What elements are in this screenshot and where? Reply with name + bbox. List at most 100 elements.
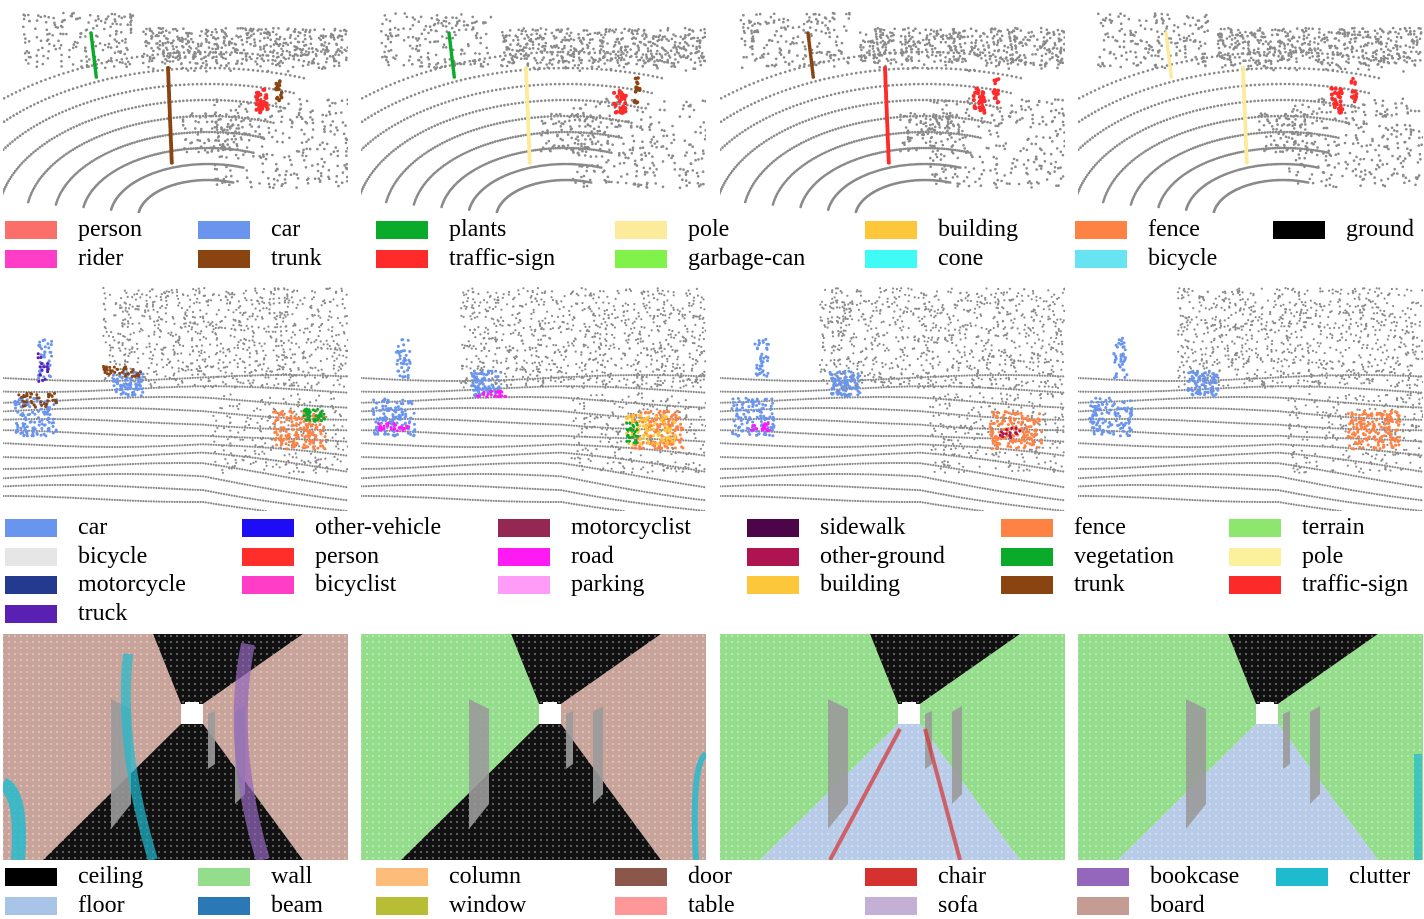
- point-cloud-outdoor-dense-2: [361, 287, 706, 511]
- point-cloud-outdoor-dense-4: [1078, 287, 1423, 511]
- legend-label: motorcyclist: [571, 513, 691, 541]
- legend-label: trunk: [271, 244, 322, 272]
- legend-swatch: [498, 576, 550, 594]
- row2-panel-4: [1078, 283, 1423, 511]
- legend-swatch: [5, 897, 57, 915]
- legend-label: fence: [1074, 513, 1126, 541]
- legend-label: beam: [271, 891, 323, 919]
- legend-label: bookcase: [1150, 862, 1239, 890]
- legend-label: motorcycle: [78, 570, 186, 598]
- legend-swatch: [865, 250, 917, 268]
- legend-label: car: [271, 215, 300, 243]
- legend-label: chair: [938, 862, 986, 890]
- legend-label: table: [688, 891, 735, 919]
- legend-label: other-vehicle: [315, 513, 441, 541]
- legend-swatch: [242, 548, 294, 566]
- legend-swatch: [376, 897, 428, 915]
- legend-swatch: [5, 519, 57, 537]
- legend-swatch: [498, 519, 550, 537]
- legend-label: building: [938, 215, 1018, 243]
- legend-swatch: [1276, 868, 1328, 886]
- legend-label: bicycle: [1148, 244, 1217, 272]
- legend-swatch: [747, 548, 799, 566]
- legend-swatch: [1075, 221, 1127, 239]
- legend-swatch: [376, 250, 428, 268]
- legend-label: cone: [938, 244, 983, 272]
- row1-panel-1: [3, 3, 348, 213]
- row3-panel-2: [361, 634, 706, 860]
- legend-swatch: [865, 221, 917, 239]
- legend-label: board: [1150, 891, 1205, 919]
- legend-swatch: [1229, 576, 1281, 594]
- legend-swatch: [1001, 576, 1053, 594]
- legend-swatch: [1273, 221, 1325, 239]
- legend-swatch: [5, 250, 57, 268]
- legend-swatch: [615, 250, 667, 268]
- legend-label: window: [449, 891, 526, 919]
- legend-label: sidewalk: [820, 513, 905, 541]
- legend-swatch: [5, 548, 57, 566]
- legend-label: clutter: [1349, 862, 1410, 890]
- legend-label: sofa: [938, 891, 978, 919]
- legend-label: vegetation: [1074, 542, 1174, 570]
- legend-swatch: [5, 576, 57, 594]
- legend-swatch: [1229, 519, 1281, 537]
- legend-swatch: [5, 221, 57, 239]
- legend-swatch: [198, 868, 250, 886]
- legend-swatch: [198, 221, 250, 239]
- point-cloud-outdoor-dense-1: [3, 286, 348, 511]
- legend-label: trunk: [1074, 570, 1125, 598]
- legend-label: bicycle: [78, 542, 147, 570]
- legend-swatch: [615, 868, 667, 886]
- point-cloud-corridor-1: [3, 634, 348, 860]
- point-cloud-outdoor-sparse-1: [3, 11, 348, 213]
- legend-label: pole: [688, 215, 729, 243]
- row1-panel-2: [361, 3, 706, 213]
- legend-swatch: [865, 897, 917, 915]
- legend-label: car: [78, 513, 107, 541]
- row3-panel-4: [1078, 634, 1423, 860]
- legend-label: door: [688, 862, 732, 890]
- row1-legend: person rider car trunk plants traffic-sign pol…: [0, 215, 1424, 278]
- point-cloud-outdoor-sparse-3: [720, 11, 1065, 213]
- legend-label: column: [449, 862, 521, 890]
- legend-swatch: [1001, 548, 1053, 566]
- point-cloud-outdoor-sparse-2: [361, 12, 706, 213]
- point-cloud-corridor-4: [1078, 634, 1423, 860]
- legend-swatch: [615, 221, 667, 239]
- row2-panel-1: [3, 283, 348, 511]
- row3-panel-3: [720, 634, 1065, 860]
- legend-swatch: [376, 221, 428, 239]
- legend-swatch: [747, 576, 799, 594]
- legend-swatch: [1075, 250, 1127, 268]
- point-cloud-corridor-2: [361, 634, 706, 860]
- legend-swatch: [242, 576, 294, 594]
- legend-swatch: [1077, 897, 1129, 915]
- row2-legend: car bicycle motorcycle truck other-vehicle pe…: [0, 513, 1424, 631]
- legend-label: building: [820, 570, 900, 598]
- legend-label: traffic-sign: [449, 244, 555, 272]
- legend-label: person: [315, 542, 379, 570]
- legend-label: road: [571, 542, 614, 570]
- legend-label: garbage-can: [688, 244, 805, 272]
- legend-label: ceiling: [78, 862, 143, 890]
- legend-swatch: [376, 868, 428, 886]
- legend-swatch: [498, 548, 550, 566]
- legend-swatch: [1077, 868, 1129, 886]
- legend-label: truck: [78, 599, 127, 627]
- legend-label: wall: [271, 862, 312, 890]
- legend-swatch: [1001, 519, 1053, 537]
- legend-swatch: [1229, 548, 1281, 566]
- legend-swatch: [5, 868, 57, 886]
- row2-panel-2: [361, 283, 706, 511]
- row1-panel-4: [1078, 3, 1423, 213]
- row2-panel-3: [720, 283, 1065, 511]
- legend-label: person: [78, 215, 142, 243]
- point-cloud-corridor-3: [720, 634, 1065, 860]
- legend-label: floor: [78, 891, 125, 919]
- row1-panel-3: [720, 3, 1065, 213]
- legend-swatch: [615, 897, 667, 915]
- legend-swatch: [198, 250, 250, 268]
- point-cloud-outdoor-sparse-4: [1078, 12, 1423, 213]
- legend-label: pole: [1302, 542, 1343, 570]
